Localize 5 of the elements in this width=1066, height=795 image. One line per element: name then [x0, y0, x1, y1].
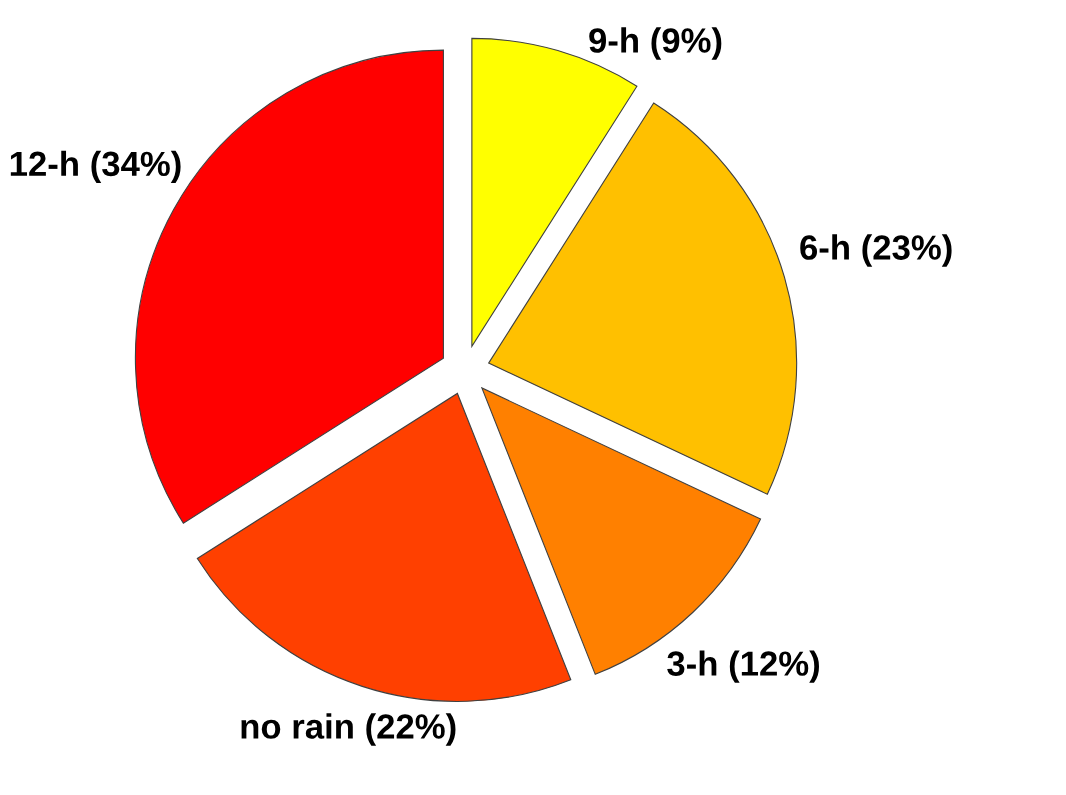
slice-label: 9-h (9%) — [589, 27, 722, 60]
slice-label: 12-h (34%) — [10, 150, 181, 184]
slice-label: 6-h (23%) — [800, 234, 952, 267]
slice-label: 3-h (12%) — [667, 650, 819, 683]
slice-label: no rain (22%) — [241, 713, 456, 746]
